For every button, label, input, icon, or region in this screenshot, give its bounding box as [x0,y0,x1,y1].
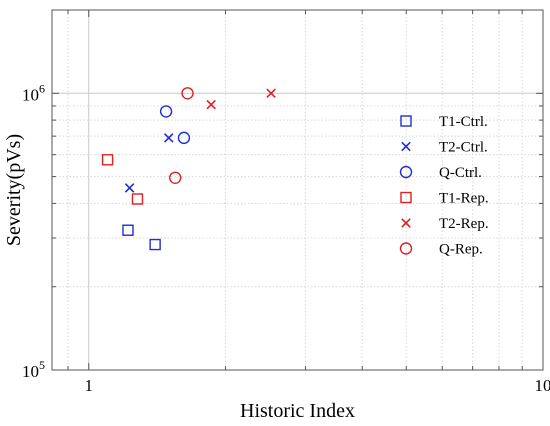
data-point [181,87,194,100]
legend-marker [401,141,411,152]
legend-marker [401,218,411,228]
legend-label: T1-Ctrl. [439,114,488,130]
data-point [177,131,191,145]
y-tick-label: 106 [22,81,45,104]
data-point [131,193,144,205]
legend: T1-Ctrl. T2-Ctrl. Q-Ctrl. T1-Rep. T2-Rep. Q-R… [399,114,489,258]
legend-marker [399,165,413,179]
y-tick-label: 105 [22,358,45,381]
data-point [163,133,174,143]
data-points [101,87,276,251]
axes: 1 10 105 106 [22,9,550,395]
legend-label: Q-Ctrl. [439,165,482,181]
x-tick-label: 10 [535,376,550,395]
legend-label: T1-Rep. [439,191,489,207]
data-point [149,238,161,251]
y-axis-title: Severity(pVs) [3,134,25,246]
data-point [266,88,276,99]
legend-marker [400,191,412,204]
data-point [124,183,135,193]
x-axis-title: Historic Index [240,400,355,422]
x-tick-label: 1 [85,376,94,395]
legend-label: Q-Rep. [439,242,483,258]
data-point [206,99,216,110]
legend-label: T2-Rep. [439,216,489,232]
data-point [159,105,173,118]
legend-marker [399,242,413,255]
legend-marker [400,115,412,127]
grid [52,9,544,371]
data-point [101,154,114,166]
data-point [169,171,182,185]
plot-frame [51,9,544,371]
legend-label: T2-Ctrl. [439,140,488,156]
data-point [122,224,134,236]
